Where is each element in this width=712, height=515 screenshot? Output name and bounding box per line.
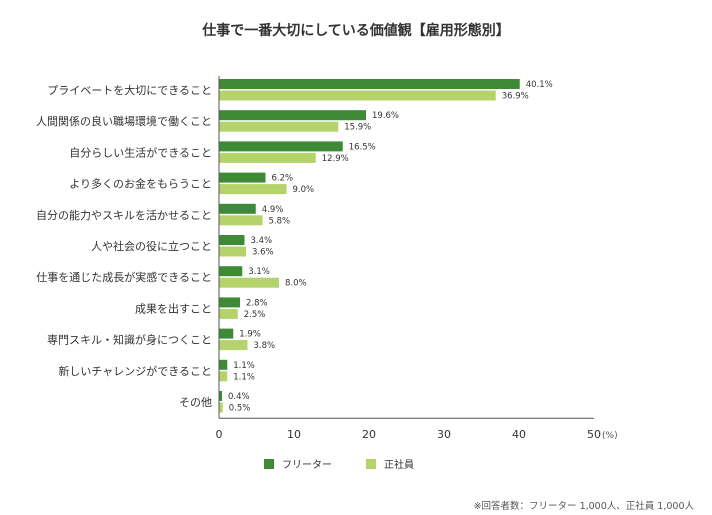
data-label: 16.5% <box>349 142 376 152</box>
category-label: 人や社会の役に立つこと <box>91 239 212 253</box>
data-label: 3.8% <box>254 341 276 351</box>
chart-title: 仕事で一番大切にしている価値観【雇用形態別】 <box>202 23 510 39</box>
data-label: 2.5% <box>244 310 266 320</box>
bar <box>219 246 246 257</box>
data-label: 2.8% <box>246 298 268 308</box>
x-tick-label: 30 <box>437 428 451 441</box>
bar <box>219 308 238 319</box>
category-label: 専門スキル・知識が身につくこと <box>47 333 212 347</box>
data-label: 12.9% <box>322 154 349 164</box>
bar <box>219 340 248 351</box>
bar <box>219 121 339 132</box>
category-label: 自分の能力やスキルを活かせること <box>36 208 212 222</box>
bar <box>219 235 245 245</box>
data-label: 1.9% <box>239 330 261 340</box>
legend-item-freeter: フリーター <box>264 456 332 471</box>
data-label: 36.9% <box>502 92 529 102</box>
data-label: 6.2% <box>272 174 294 184</box>
data-label: 3.4% <box>251 236 273 246</box>
x-unit-label: (%) <box>602 431 618 441</box>
data-label: 40.1% <box>526 80 553 90</box>
bar <box>219 184 287 195</box>
category-label: より多くのお金をもらうこと <box>69 177 212 191</box>
x-tick-label: 20 <box>362 428 376 441</box>
category-label: 仕事を通じた成長が実感できること <box>36 270 212 284</box>
data-label: 5.8% <box>269 216 291 226</box>
category-label: その他 <box>179 396 212 409</box>
legend-label: 正社員 <box>384 460 414 471</box>
bar <box>219 90 496 101</box>
data-label: 1.1% <box>233 361 255 371</box>
bar <box>219 172 266 183</box>
category-label: 新しいチャレンジができること <box>58 364 212 378</box>
bar <box>219 391 222 401</box>
bar <box>219 79 520 89</box>
legend-swatch <box>366 458 376 469</box>
data-label: 4.9% <box>262 205 284 215</box>
data-label: 3.1% <box>248 267 270 277</box>
legend-swatch <box>264 458 274 469</box>
data-label: 3.6% <box>252 248 274 258</box>
data-label: 0.4% <box>228 392 250 402</box>
category-label: プライベートを大切にできること <box>47 83 212 97</box>
bar <box>219 152 316 163</box>
bar <box>219 328 234 339</box>
bar <box>219 402 223 413</box>
legend-label: フリーター <box>282 460 332 471</box>
bar <box>219 277 279 288</box>
x-tick-label: 50 <box>587 428 601 441</box>
category-label: 成果を出すこと <box>135 301 212 315</box>
data-label: 0.5% <box>229 404 251 414</box>
bar <box>219 215 263 226</box>
legend-item-seishain: 正社員 <box>366 456 414 471</box>
bar <box>219 371 228 382</box>
category-label: 自分らしい生活ができること <box>69 145 212 159</box>
bar <box>219 203 256 214</box>
bar <box>219 297 240 308</box>
bar <box>219 266 243 277</box>
bar <box>219 110 366 121</box>
footnote: ※回答者数：フリーター 1,000人、正社員 1,000人 <box>473 501 694 512</box>
bar <box>219 359 228 370</box>
category-label: 人間関係の良い職場環境で働くこと <box>36 114 212 128</box>
data-label: 9.0% <box>293 185 315 195</box>
x-tick-label: 0 <box>216 428 223 441</box>
x-tick-label: 10 <box>287 428 301 441</box>
bar <box>219 141 343 152</box>
data-label: 1.1% <box>233 372 255 382</box>
data-label: 19.6% <box>372 111 399 121</box>
data-label: 8.0% <box>285 279 307 289</box>
x-tick-label: 40 <box>512 428 526 441</box>
legend: フリーター 正社員 <box>264 456 414 471</box>
data-label: 15.9% <box>344 123 371 133</box>
